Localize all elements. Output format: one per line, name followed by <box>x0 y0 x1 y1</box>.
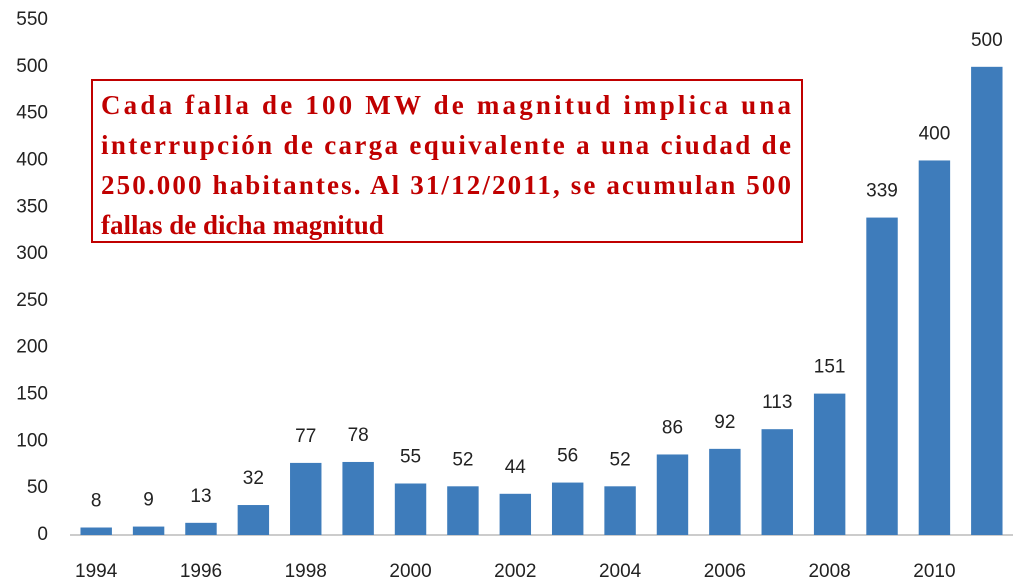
annotation-box <box>91 79 803 243</box>
y-tick-label: 100 <box>16 430 48 451</box>
y-tick-label: 400 <box>16 149 48 170</box>
y-tick-label: 150 <box>16 384 48 405</box>
bar <box>185 522 217 535</box>
data-label: 56 <box>557 446 578 467</box>
x-tick-label: 2000 <box>389 561 431 582</box>
y-tick-label: 200 <box>16 337 48 358</box>
data-label: 151 <box>814 357 846 378</box>
y-tick-label: 50 <box>27 477 48 498</box>
x-tick-label: 1996 <box>180 561 222 582</box>
x-tick-label: 2004 <box>599 561 642 582</box>
data-label: 32 <box>243 468 264 489</box>
bar <box>447 486 479 535</box>
bar <box>237 505 270 535</box>
bar <box>290 462 322 535</box>
data-label: 339 <box>866 181 898 202</box>
data-label: 52 <box>610 449 631 470</box>
annotation-line: interrupción de carga equivalente a una … <box>101 130 791 160</box>
data-label: 8 <box>91 491 102 512</box>
data-label: 9 <box>143 490 154 511</box>
data-label: 86 <box>662 417 683 438</box>
data-label: 13 <box>190 486 211 507</box>
bar <box>761 429 793 535</box>
x-tick-label: 2002 <box>494 561 536 582</box>
data-label: 400 <box>919 123 951 144</box>
annotation-line: Cada falla de 100 MW de magnitud implica… <box>101 90 792 120</box>
data-label: 52 <box>452 449 473 470</box>
y-tick-label: 550 <box>16 9 48 30</box>
annotation-line: fallas de dicha magnitud <box>101 210 384 240</box>
y-tick-label: 350 <box>16 196 48 217</box>
y-tick-label: 300 <box>16 243 48 264</box>
x-tick-label: 2010 <box>913 561 955 582</box>
bar <box>813 393 846 535</box>
x-tick-label: 1994 <box>75 561 118 582</box>
bar <box>80 527 112 535</box>
bar <box>709 448 741 535</box>
y-tick-label: 500 <box>16 56 48 77</box>
data-label: 44 <box>505 457 527 478</box>
bar <box>499 493 532 535</box>
x-tick-label: 2006 <box>704 561 746 582</box>
data-label: 500 <box>971 30 1003 51</box>
bar <box>342 461 374 535</box>
y-tick-label: 0 <box>37 524 48 545</box>
bar <box>866 217 898 535</box>
data-label: 92 <box>714 412 735 433</box>
y-tick-label: 450 <box>16 103 48 124</box>
annotation-line: 250.000 habitantes. Al 31/12/2011, se ac… <box>101 170 791 200</box>
data-label: 55 <box>400 447 421 468</box>
y-tick-label: 250 <box>16 290 48 311</box>
bar <box>551 482 584 535</box>
bar <box>132 526 165 535</box>
x-tick-label: 1998 <box>285 561 327 582</box>
bar <box>918 160 951 536</box>
data-label: 113 <box>762 392 792 413</box>
bar <box>604 486 636 535</box>
bar <box>971 66 1003 536</box>
x-tick-label: 2008 <box>808 561 850 582</box>
data-label: 77 <box>295 426 316 447</box>
bar <box>394 483 427 535</box>
data-label: 78 <box>348 425 369 446</box>
bar <box>656 454 689 535</box>
